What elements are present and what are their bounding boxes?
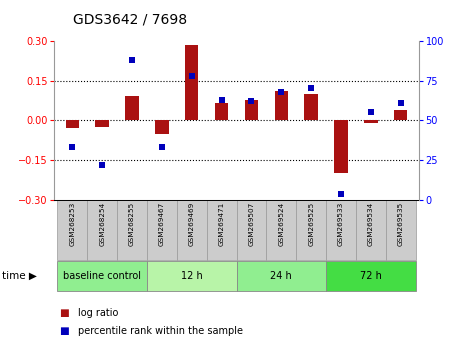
Bar bbox=[394, 110, 407, 120]
Bar bbox=[147, 200, 177, 260]
Bar bbox=[245, 101, 258, 120]
Text: GSM269467: GSM269467 bbox=[159, 202, 165, 246]
Text: GDS3642 / 7698: GDS3642 / 7698 bbox=[73, 12, 187, 27]
Bar bbox=[66, 120, 79, 128]
Point bbox=[367, 110, 375, 115]
Text: GSM269469: GSM269469 bbox=[189, 202, 195, 246]
Point bbox=[337, 191, 345, 196]
Text: GSM268253: GSM268253 bbox=[70, 202, 75, 246]
Bar bbox=[117, 200, 147, 260]
Text: GSM269534: GSM269534 bbox=[368, 202, 374, 246]
Bar bbox=[236, 200, 266, 260]
Bar bbox=[96, 120, 109, 127]
Text: 24 h: 24 h bbox=[271, 271, 292, 281]
Point bbox=[128, 57, 136, 63]
Bar bbox=[185, 45, 199, 120]
Text: ■: ■ bbox=[59, 326, 69, 336]
Bar bbox=[326, 200, 356, 260]
Bar bbox=[155, 120, 168, 133]
Bar bbox=[356, 200, 386, 260]
Bar bbox=[147, 261, 236, 291]
Text: GSM268255: GSM268255 bbox=[129, 202, 135, 246]
Bar bbox=[326, 261, 416, 291]
Bar bbox=[236, 261, 326, 291]
Bar bbox=[334, 120, 348, 173]
Text: GSM268254: GSM268254 bbox=[99, 202, 105, 246]
Point bbox=[278, 89, 285, 95]
Bar bbox=[57, 261, 147, 291]
Point bbox=[98, 162, 106, 168]
Point bbox=[248, 98, 255, 104]
Text: percentile rank within the sample: percentile rank within the sample bbox=[78, 326, 243, 336]
Point bbox=[69, 144, 76, 150]
Bar bbox=[305, 94, 318, 120]
Text: time ▶: time ▶ bbox=[2, 271, 37, 281]
Bar bbox=[57, 200, 87, 260]
Bar bbox=[274, 91, 288, 120]
Text: GSM269507: GSM269507 bbox=[248, 202, 254, 246]
Text: GSM269525: GSM269525 bbox=[308, 202, 314, 246]
Bar bbox=[364, 120, 377, 123]
Point bbox=[218, 97, 225, 103]
Bar bbox=[296, 200, 326, 260]
Bar bbox=[125, 96, 139, 120]
Text: baseline control: baseline control bbox=[63, 271, 141, 281]
Bar bbox=[207, 200, 236, 260]
Text: 72 h: 72 h bbox=[360, 271, 382, 281]
Text: 12 h: 12 h bbox=[181, 271, 202, 281]
Text: GSM269471: GSM269471 bbox=[219, 202, 225, 246]
Bar bbox=[215, 103, 228, 120]
Text: ■: ■ bbox=[59, 308, 69, 318]
Text: GSM269533: GSM269533 bbox=[338, 202, 344, 246]
Point bbox=[158, 144, 166, 150]
Bar bbox=[386, 200, 416, 260]
Text: log ratio: log ratio bbox=[78, 308, 118, 318]
Bar bbox=[266, 200, 296, 260]
Text: GSM269524: GSM269524 bbox=[278, 202, 284, 246]
Text: GSM269535: GSM269535 bbox=[398, 202, 403, 246]
Bar bbox=[87, 200, 117, 260]
Point bbox=[307, 86, 315, 91]
Bar bbox=[177, 200, 207, 260]
Point bbox=[188, 73, 195, 79]
Point bbox=[397, 100, 404, 105]
